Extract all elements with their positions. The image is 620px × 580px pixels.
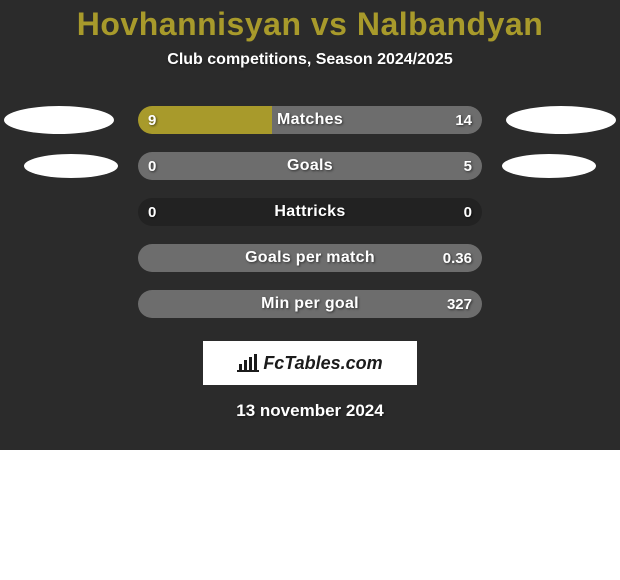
decorative-ellipse	[506, 106, 616, 134]
decorative-ellipse	[24, 154, 118, 178]
brand-box: FcTables.com	[203, 341, 417, 385]
stat-value-left: 0	[148, 204, 156, 221]
stat-row: Matches9 14	[0, 97, 620, 143]
stat-label: Matches	[138, 111, 482, 129]
stat-value-right: 14	[455, 112, 472, 129]
stat-label: Hattricks	[138, 203, 482, 221]
stat-value-right: 327	[447, 296, 472, 313]
stat-row: Min per goal327	[0, 281, 620, 327]
decorative-ellipse	[4, 106, 114, 134]
stat-value-left: 0	[148, 158, 156, 175]
stats-card: Hovhannisyan vs Nalbandyan Club competit…	[0, 0, 620, 450]
stat-bar: Goals0 5	[138, 152, 482, 180]
stat-bar: Goals per match0.36	[138, 244, 482, 272]
subtitle: Club competitions, Season 2024/2025	[0, 51, 620, 69]
decorative-ellipse	[502, 154, 596, 178]
stat-rows: Matches914Goals05Hattricks00Goals per ma…	[0, 97, 620, 327]
brand-text: FcTables.com	[263, 353, 382, 374]
date-text: 13 november 2024	[0, 401, 620, 421]
stat-value-right: 0	[464, 204, 472, 221]
stat-bar: Min per goal327	[138, 290, 482, 318]
stat-row: Goals0 5	[0, 143, 620, 189]
stat-value-left: 9	[148, 112, 156, 129]
stat-label: Goals per match	[138, 249, 482, 267]
page-title: Hovhannisyan vs Nalbandyan	[0, 0, 620, 43]
stat-bar: Hattricks0 0	[138, 198, 482, 226]
stat-value-right: 5	[464, 158, 472, 175]
stat-bar: Matches9 14	[138, 106, 482, 134]
stat-value-right: 0.36	[443, 250, 472, 267]
stat-label: Goals	[138, 157, 482, 175]
stat-row: Hattricks0 0	[0, 189, 620, 235]
bar-chart-icon	[237, 354, 259, 372]
stat-label: Min per goal	[138, 295, 482, 313]
stat-row: Goals per match0.36	[0, 235, 620, 281]
